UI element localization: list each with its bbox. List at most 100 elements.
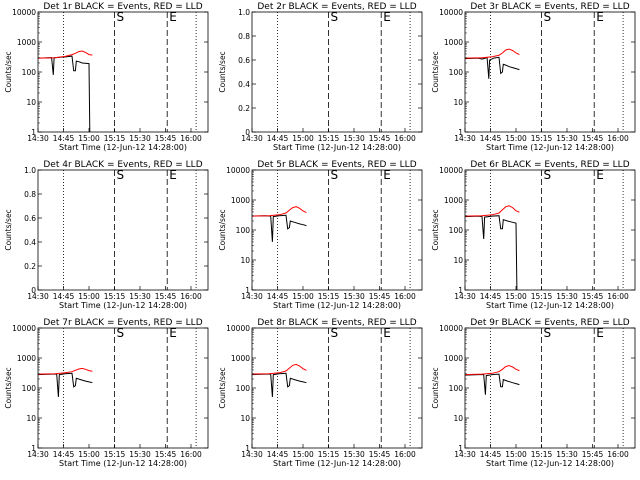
x-tick-label: 15:00 [78,292,100,301]
x-tick-label: 15:00 [78,450,100,459]
y-tick-label: 1 [458,444,463,453]
y-tick-label: 0.6 [238,56,250,65]
panel-title: Det 1r BLACK = Events, RED = LLD [43,2,202,12]
y-tick-label: 10000 [12,8,36,17]
y-tick-label: 10 [26,414,36,423]
y-tick-label: 10000 [439,324,463,333]
y-tick-label: 1000 [17,354,36,363]
events-series [37,55,91,133]
y-tick-label: 1.0 [24,166,36,175]
x-tick-label: 14:45 [53,292,75,301]
x-tick-label: 15:15 [104,450,126,459]
lld-series [464,365,520,376]
y-tick-label: 100 [236,226,251,235]
start-marker: S [117,326,125,340]
x-axis-label: Start Time (12-Jun-12 14:28:00) [59,301,187,310]
y-axis-label: Counts/sec [218,367,227,408]
start-marker: S [544,10,552,24]
x-tick-label: 15:45 [582,134,604,143]
panel-title: Det 2r BLACK = Events, RED = LLD [257,2,416,12]
y-axis-label: Counts/sec [4,51,13,92]
y-tick-label: 0.4 [238,80,250,89]
x-tick-label: 14:30 [241,134,263,143]
x-tick-label: 15:00 [292,450,314,459]
y-tick-label: 100 [449,384,464,393]
x-tick-label: 15:00 [505,450,527,459]
x-tick-label: 15:15 [318,292,340,301]
y-tick-label: 10000 [439,8,463,17]
x-tick-label: 15:15 [104,292,126,301]
x-tick-label: 15:00 [292,292,314,301]
y-tick-label: 1000 [444,354,463,363]
start-marker: S [544,168,552,182]
x-tick-label: 16:00 [607,134,629,143]
end-marker: E [383,168,391,182]
y-tick-label: 1000 [231,196,250,205]
events-series [464,56,520,79]
x-tick-label: 14:30 [454,292,476,301]
x-axis-label: Start Time (12-Jun-12 14:28:00) [486,301,614,310]
y-tick-label: 1 [31,444,36,453]
lld-series [37,50,93,59]
y-tick-label: 10 [453,414,463,423]
x-tick-label: 15:15 [318,450,340,459]
y-tick-label: 10 [240,256,250,265]
x-tick-label: 15:30 [556,134,578,143]
x-tick-label: 16:00 [180,134,202,143]
x-tick-label: 15:30 [343,450,365,459]
x-tick-label: 16:00 [607,292,629,301]
y-tick-label: 0 [31,286,36,295]
x-tick-label: 15:15 [531,292,553,301]
x-tick-label: 16:00 [394,292,416,301]
y-axis-label: Counts/sec [218,209,227,250]
y-tick-label: 1.0 [238,8,250,17]
y-axis-label: Counts/sec [4,209,13,250]
y-axis-label: Counts/sec [431,51,440,92]
x-tick-label: 15:45 [155,450,177,459]
x-axis-label: Start Time (12-Jun-12 14:28:00) [273,301,401,310]
y-tick-label: 100 [22,384,37,393]
x-tick-label: 15:30 [343,134,365,143]
x-tick-label: 14:45 [480,450,502,459]
y-tick-label: 0.4 [24,238,36,247]
events-series [464,373,520,395]
x-tick-label: 15:00 [292,134,314,143]
end-marker: E [383,10,391,24]
x-axis-label: Start Time (12-Jun-12 14:28:00) [486,143,614,152]
panel-title: Det 5r BLACK = Events, RED = LLD [257,160,416,170]
lld-series [464,205,520,217]
x-tick-label: 15:30 [129,292,151,301]
events-series [251,214,307,242]
x-axis-label: Start Time (12-Jun-12 14:28:00) [273,143,401,152]
x-tick-label: 14:30 [454,450,476,459]
lld-series [464,48,520,59]
x-tick-label: 16:00 [180,292,202,301]
panel-title: Det 4r BLACK = Events, RED = LLD [43,160,202,170]
plot-frame [251,11,423,133]
y-tick-label: 0.2 [24,262,36,271]
x-tick-label: 14:45 [53,450,75,459]
end-marker: E [383,326,391,340]
x-tick-label: 15:45 [582,292,604,301]
y-axis-label: Counts/sec [431,209,440,250]
x-tick-label: 14:30 [27,450,49,459]
end-marker: E [169,168,177,182]
y-tick-label: 10000 [226,166,250,175]
lld-series [37,367,93,375]
x-tick-label: 15:45 [369,450,391,459]
y-tick-label: 100 [236,384,251,393]
x-tick-label: 15:00 [78,134,100,143]
end-marker: E [596,326,604,340]
x-tick-label: 14:45 [267,292,289,301]
y-tick-label: 10 [240,414,250,423]
x-tick-label: 15:30 [129,134,151,143]
y-tick-label: 10000 [439,166,463,175]
x-tick-label: 15:30 [343,292,365,301]
x-tick-label: 15:15 [318,134,340,143]
